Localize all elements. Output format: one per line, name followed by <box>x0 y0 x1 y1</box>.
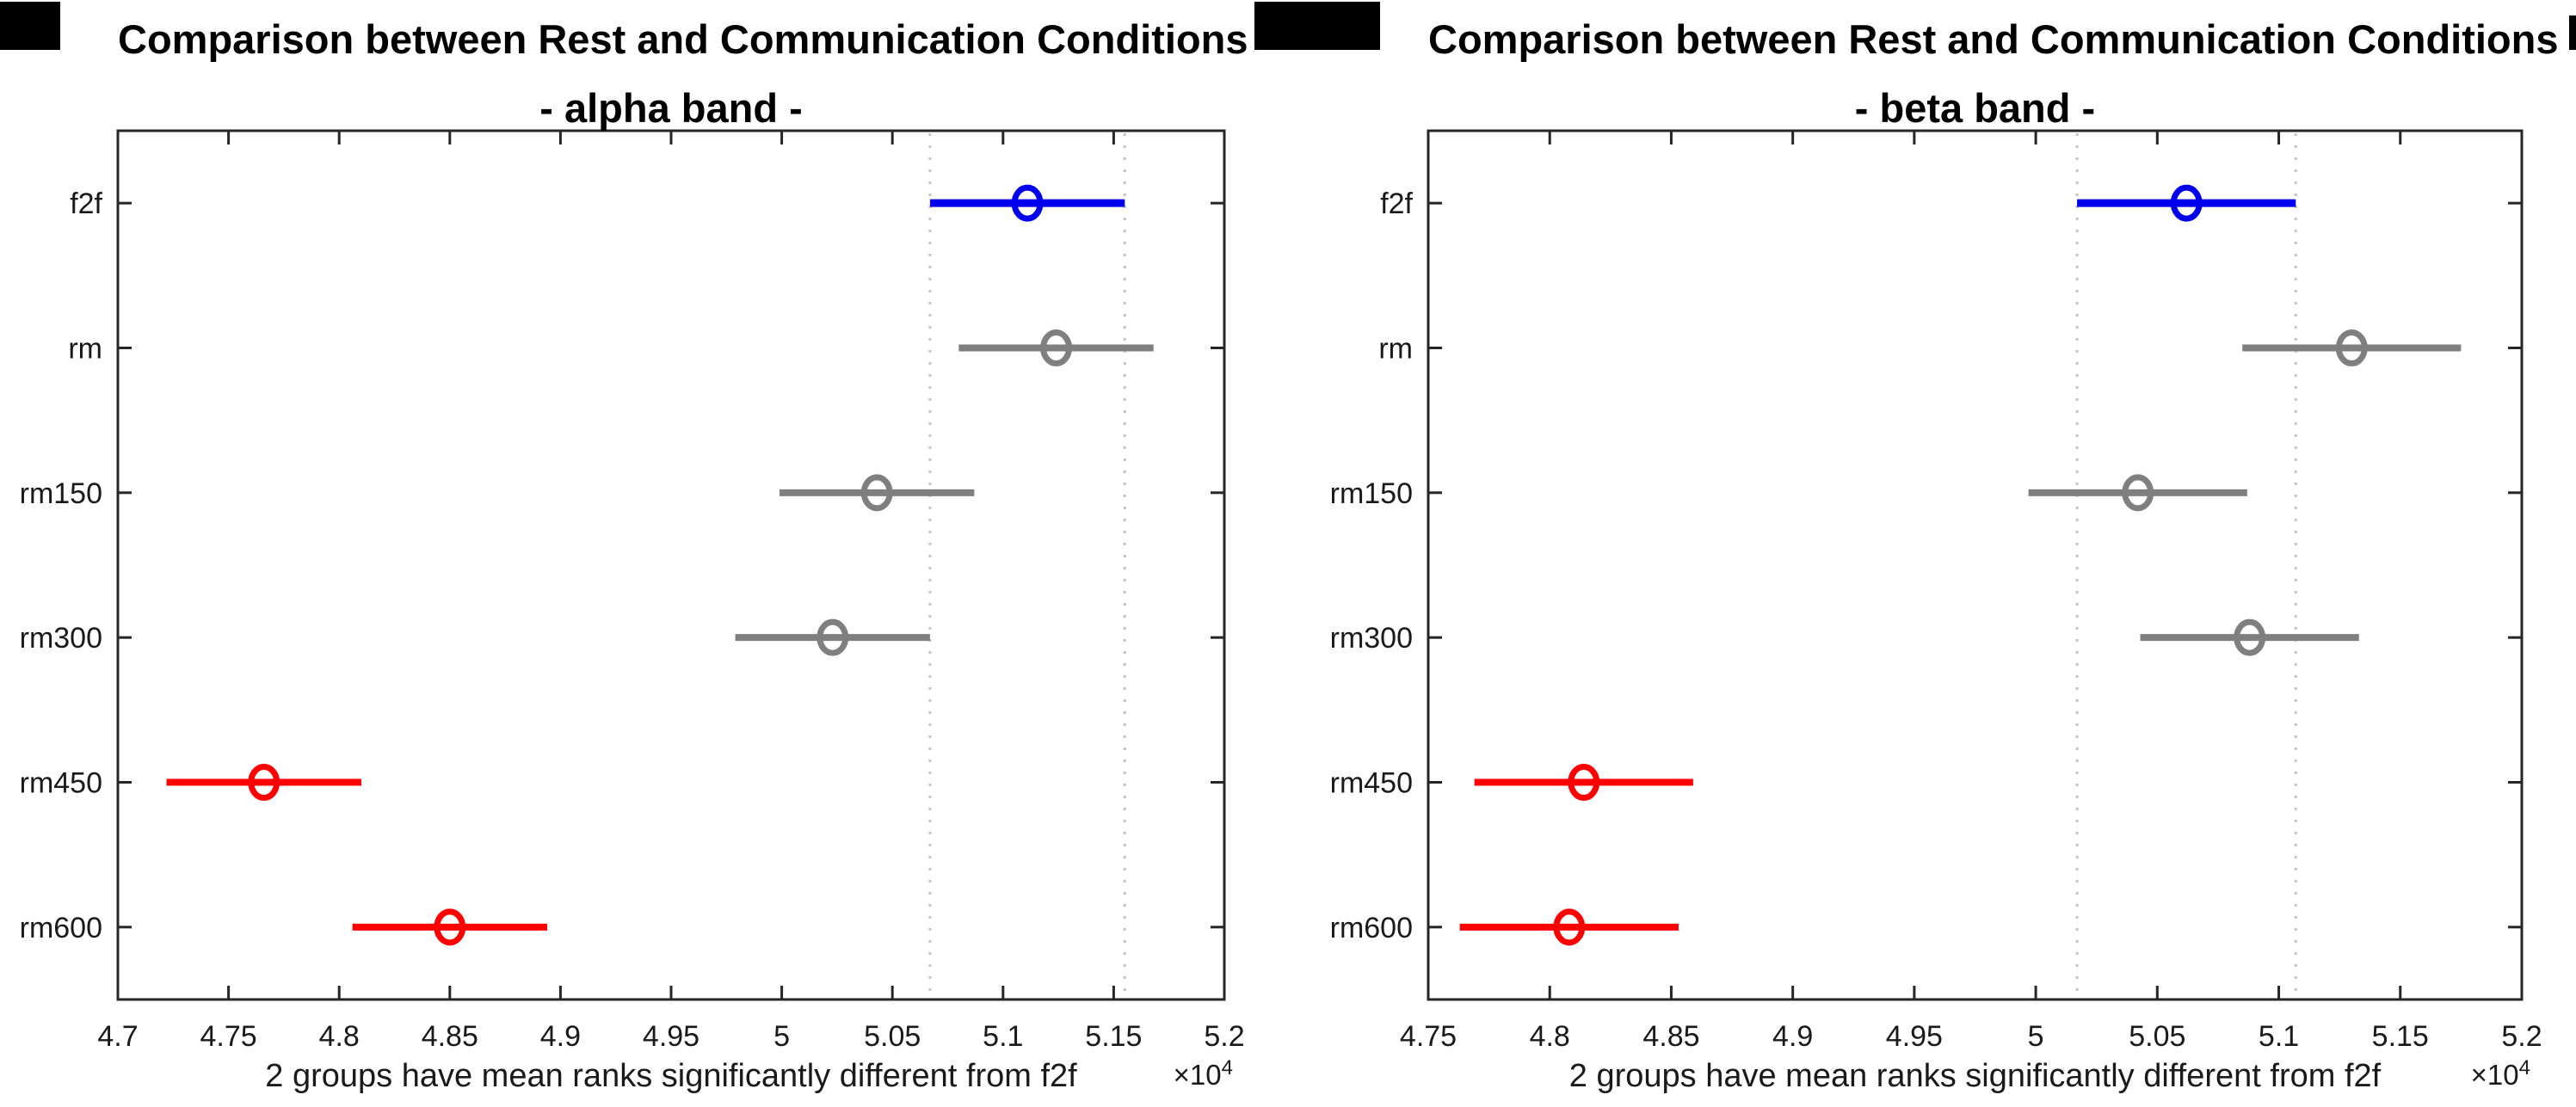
beta-x-tick-label: 4.95 <box>1886 1020 1943 1053</box>
alpha-y-tick-label-f2f: f2f <box>70 188 102 220</box>
beta-y-tick-label-f2f: f2f <box>1380 188 1413 220</box>
beta-x-tick-label: 4.8 <box>1530 1020 1570 1053</box>
exponent-power: 4 <box>2518 1056 2530 1079</box>
alpha-x-tick-label: 4.75 <box>200 1020 257 1053</box>
alpha-y-tick-label-rm600: rm600 <box>20 912 102 944</box>
redaction-box <box>0 2 60 50</box>
beta-x-tick-label: 5.1 <box>2259 1020 2299 1053</box>
alpha-x-tick-label: 4.8 <box>319 1020 360 1053</box>
alpha-y-tick-label-rm: rm <box>68 333 102 366</box>
alpha-chart-title: Comparison between Rest and Communicatio… <box>118 5 1248 143</box>
beta-chart-title-line1: Comparison between Rest and Communicatio… <box>1428 16 2559 62</box>
exponent-power: 4 <box>1221 1056 1233 1079</box>
alpha-x-axis-label: 2 groups have mean ranks significantly d… <box>265 1058 1077 1094</box>
alpha-mean-marker-f2f <box>1011 184 1044 222</box>
beta-x-tick-label: 4.75 <box>1400 1020 1457 1053</box>
alpha-x-tick-label: 4.85 <box>422 1020 478 1053</box>
alpha-x-axis-exponent: ×104 <box>1026 1056 1233 1092</box>
beta-mean-marker-f2f <box>2170 184 2203 222</box>
alpha-x-tick-label: 5 <box>773 1020 790 1053</box>
alpha-mean-marker-rm450 <box>248 764 280 801</box>
beta-x-tick-label: 4.9 <box>1772 1020 1813 1053</box>
beta-axis-box <box>1427 129 2524 1001</box>
alpha-mean-marker-rm300 <box>817 618 849 656</box>
beta-y-tick-label-rm: rm <box>1378 333 1413 366</box>
beta-x-tick-label: 5.05 <box>2129 1020 2185 1053</box>
alpha-mean-marker-rm600 <box>434 908 466 946</box>
alpha-x-tick-label: 5.15 <box>1085 1020 1142 1053</box>
alpha-x-tick-label: 4.9 <box>540 1020 581 1053</box>
beta-y-tick-label-rm300: rm300 <box>1330 622 1413 655</box>
redaction-box <box>1254 2 1380 50</box>
alpha-y-tick-label-rm150: rm150 <box>20 477 102 510</box>
alpha-mean-marker-rm <box>1040 329 1073 366</box>
beta-mean-marker-rm150 <box>2122 474 2154 512</box>
beta-chart-title: Comparison between Rest and Communicatio… <box>1428 5 2559 143</box>
exponent-base: ×10 <box>1173 1059 1222 1091</box>
beta-mean-marker-rm300 <box>2234 618 2266 656</box>
beta-y-tick-label-rm600: rm600 <box>1330 912 1413 944</box>
beta-y-tick-label-rm150: rm150 <box>1330 477 1413 510</box>
beta-x-tick-label: 4.85 <box>1642 1020 1699 1053</box>
beta-x-axis-label: 2 groups have mean ranks significantly d… <box>1568 1058 2382 1094</box>
alpha-y-tick-label-rm450: rm450 <box>20 767 102 800</box>
beta-x-tick-label: 5 <box>2028 1020 2044 1053</box>
beta-x-tick-label: 5.15 <box>2372 1020 2429 1053</box>
alpha-chart-title-line1: Comparison between Rest and Communicatio… <box>118 16 1248 62</box>
beta-y-tick-label-rm450: rm450 <box>1330 767 1413 800</box>
redaction-box <box>2569 15 2576 50</box>
exponent-base: ×10 <box>2470 1059 2519 1091</box>
alpha-chart-title-line2: - alpha band - <box>539 85 803 131</box>
alpha-x-tick-label: 4.95 <box>643 1020 699 1053</box>
beta-chart-title-line2: - beta band - <box>1854 85 2096 131</box>
beta-x-tick-label: 5.2 <box>2501 1020 2542 1053</box>
alpha-axis-box <box>116 129 1226 1001</box>
alpha-mean-marker-rm150 <box>860 474 893 512</box>
beta-mean-marker-rm <box>2335 329 2368 366</box>
alpha-x-tick-label: 5.1 <box>983 1020 1023 1053</box>
alpha-x-tick-label: 5.05 <box>864 1020 921 1053</box>
beta-x-axis-exponent: ×104 <box>2324 1056 2530 1092</box>
beta-mean-marker-rm600 <box>1553 908 1586 946</box>
alpha-x-tick-label: 5.2 <box>1204 1020 1244 1053</box>
alpha-y-tick-label-rm300: rm300 <box>20 622 102 655</box>
beta-mean-marker-rm450 <box>1568 764 1600 801</box>
alpha-x-tick-label: 4.7 <box>97 1020 138 1053</box>
